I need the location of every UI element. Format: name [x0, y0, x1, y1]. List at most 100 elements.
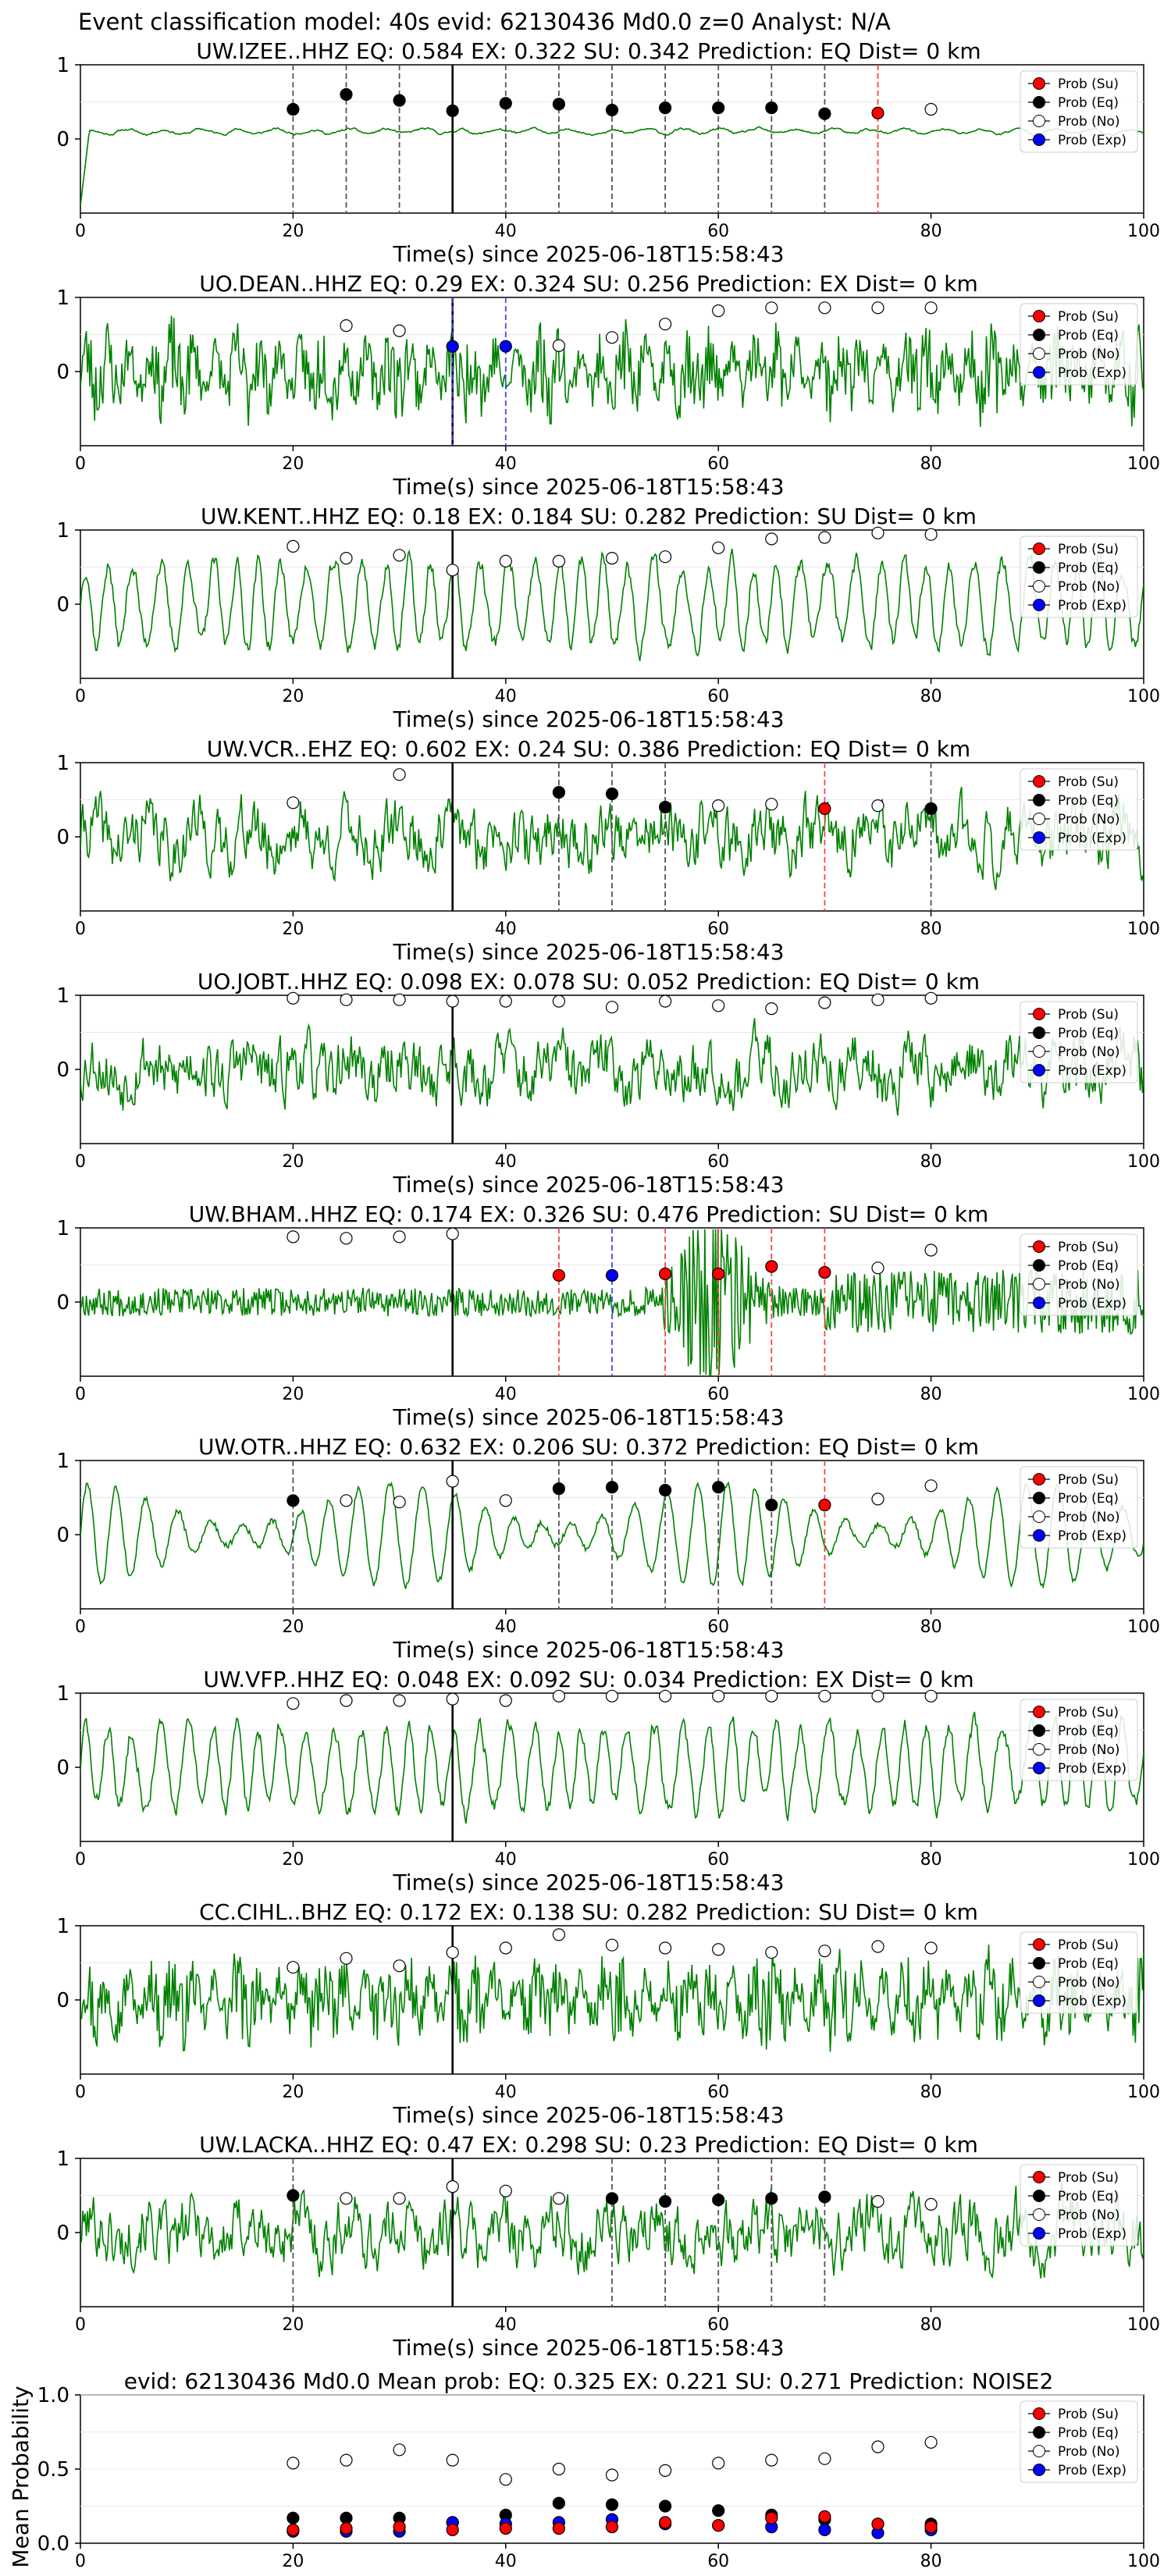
legend-label: Prob (Su) — [1058, 2170, 1119, 2186]
y-tick-label: 0 — [56, 1756, 69, 1780]
prob-point-no — [287, 1697, 300, 1710]
legend: Prob (Su) Prob (Eq) Prob (No) Prob (Exp) — [1020, 1466, 1138, 1549]
x-tick-label: 40 — [495, 2083, 517, 2102]
x-tick-label: 20 — [282, 920, 304, 939]
prob-point-no — [818, 301, 831, 315]
prob-point-eq — [712, 101, 725, 115]
x-tick-label: 0 — [75, 920, 86, 939]
x-tick-label: 0 — [75, 2552, 86, 2571]
legend-marker-no — [1033, 1743, 1045, 1756]
x-tick-label: 20 — [282, 687, 304, 706]
y-tick-label: 1 — [56, 1682, 69, 1706]
x-tick-label: 80 — [920, 2315, 942, 2335]
station-panel: UW.KENT..HHZ EQ: 0.18 EX: 0.184 SU: 0.28… — [56, 503, 1160, 732]
mean-point-no — [818, 2452, 831, 2465]
prob-point-eq — [658, 2195, 672, 2208]
legend-label: Prob (Eq) — [1058, 2189, 1119, 2204]
waveform-trace — [80, 1944, 1144, 2052]
y-tick-label: 1 — [56, 286, 69, 310]
prob-point-no — [924, 1941, 938, 1955]
prob-point-no — [287, 796, 300, 809]
x-tick-label: 100 — [1127, 1152, 1160, 1172]
legend-marker-su — [1033, 1706, 1045, 1718]
mean-point-no — [446, 2453, 459, 2467]
mean-point-su — [340, 2521, 353, 2535]
x-tick-label: 100 — [1127, 2552, 1160, 2571]
legend-label: Prob (Eq) — [1058, 1258, 1119, 1274]
prob-point-no — [499, 1941, 512, 1955]
y-tick-label: 1.0 — [37, 2384, 69, 2407]
prob-point-no — [287, 991, 300, 1005]
prob-point-no — [393, 2192, 406, 2205]
legend-marker-no — [1033, 1045, 1045, 1058]
prob-point-no — [765, 1689, 778, 1703]
prob-point-eq — [446, 104, 459, 117]
prob-point-eq — [393, 94, 406, 107]
legend-label: Prob (Exp) — [1058, 365, 1127, 381]
panel-title: UW.LACKA..HHZ EQ: 0.47 EX: 0.298 SU: 0.2… — [199, 2132, 978, 2158]
legend-marker-su — [1033, 543, 1045, 555]
prob-point-eq — [340, 87, 353, 101]
station-panel: UW.LACKA..HHZ EQ: 0.47 EX: 0.298 SU: 0.2… — [56, 2132, 1160, 2361]
prob-point-no — [924, 2197, 938, 2211]
prob-point-no — [446, 1946, 459, 1959]
prob-point-no — [499, 1494, 512, 1507]
legend-marker-eq — [1033, 329, 1045, 341]
x-tick-label: 100 — [1127, 1850, 1160, 1870]
mean-point-su — [658, 2516, 672, 2529]
legend-marker-eq — [1033, 2426, 1045, 2439]
x-axis-label: Time(s) since 2025-06-18T15:58:43 — [392, 2102, 784, 2128]
legend: Prob (Su) Prob (Eq) Prob (No) Prob (Exp) — [1020, 2164, 1138, 2247]
prob-point-no — [340, 993, 353, 1006]
legend-label: Prob (Exp) — [1058, 598, 1127, 614]
prob-point-no — [393, 993, 406, 1006]
x-tick-label: 100 — [1127, 687, 1160, 706]
y-tick-label: 0.5 — [37, 2458, 69, 2482]
legend-marker-su — [1033, 1008, 1045, 1020]
prob-point-no — [287, 1961, 300, 1974]
prob-point-no — [871, 526, 884, 539]
prob-point-eq — [818, 107, 831, 120]
legend-marker-exp — [1033, 1297, 1045, 1309]
legend-box — [1020, 768, 1138, 851]
prob-point-no — [499, 1694, 512, 1707]
prob-point-no — [712, 999, 725, 1012]
y-tick-label: 0 — [56, 361, 69, 384]
x-tick-label: 60 — [707, 920, 729, 939]
station-panel: CC.CIHL..BHZ EQ: 0.172 EX: 0.138 SU: 0.2… — [56, 1899, 1160, 2128]
x-tick-label: 80 — [920, 222, 942, 241]
mean-point-exp — [818, 2523, 831, 2536]
legend-marker-eq — [1033, 1957, 1045, 1969]
x-tick-label: 0 — [75, 1152, 86, 1172]
prob-point-no — [393, 768, 406, 781]
prob-point-no — [924, 1244, 938, 1257]
prob-point-no — [765, 532, 778, 546]
prob-point-no — [340, 2192, 353, 2205]
prob-point-no — [446, 2180, 459, 2194]
legend-marker-exp — [1033, 831, 1045, 844]
station-panel: UW.BHAM..HHZ EQ: 0.174 EX: 0.326 SU: 0.4… — [56, 1201, 1160, 1430]
x-tick-label: 80 — [920, 1617, 942, 1637]
x-tick-label: 80 — [920, 2552, 942, 2571]
prob-point-no — [446, 1692, 459, 1706]
legend-label: Prob (Exp) — [1058, 1761, 1127, 1777]
legend-box — [1020, 1233, 1138, 1316]
prob-point-eq — [499, 97, 512, 110]
x-tick-label: 20 — [282, 2083, 304, 2102]
prob-point-no — [765, 798, 778, 811]
mean-point-su — [871, 2517, 884, 2531]
mean-point-eq — [712, 2504, 725, 2517]
y-tick-label: 0.0 — [37, 2532, 69, 2556]
legend-label: Prob (No) — [1058, 1277, 1120, 1293]
x-tick-label: 60 — [707, 687, 729, 706]
mean-point-no — [499, 2473, 512, 2486]
x-tick-label: 60 — [707, 2315, 729, 2335]
mean-point-su — [287, 2523, 300, 2536]
legend-label: Prob (Su) — [1058, 309, 1119, 325]
station-panel: UW.VCR..EHZ EQ: 0.602 EX: 0.24 SU: 0.386… — [56, 736, 1160, 965]
mean-point-su — [446, 2523, 459, 2536]
prob-point-no — [393, 1230, 406, 1244]
x-tick-label: 60 — [707, 2552, 729, 2571]
prob-point-no — [871, 1493, 884, 1506]
